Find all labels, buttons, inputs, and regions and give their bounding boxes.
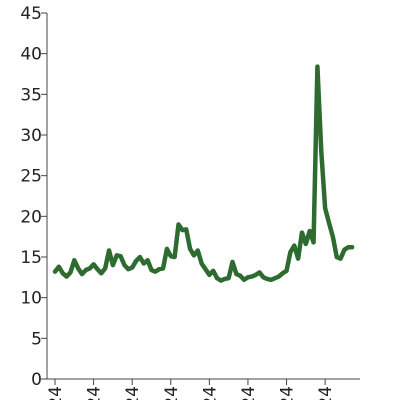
y-tick-label: 25: [20, 167, 42, 187]
x-tick-label: 24: [46, 386, 66, 400]
y-tick-label: 10: [20, 289, 42, 309]
series-line: [52, 64, 355, 283]
x-tick-label: 24: [162, 386, 182, 400]
y-tick-label: 5: [31, 329, 42, 349]
x-tick-label: 24: [200, 386, 220, 400]
x-tick-label: 24: [123, 386, 143, 400]
series-layer: [52, 64, 355, 283]
x-tick-label: 24: [316, 386, 336, 400]
x-axis-ticks: 24 24 24 24 24 24 24 24: [46, 379, 336, 400]
y-tick-label: 40: [20, 45, 42, 65]
x-tick-label: 24: [85, 386, 105, 400]
y-axis-ticks: 0 5 10 15 20 25 30 35 40 45: [20, 4, 47, 390]
y-tick-label: 35: [20, 85, 42, 105]
axes: [46, 13, 360, 380]
y-tick-label: 15: [20, 248, 42, 268]
y-tick-label: 20: [20, 207, 42, 227]
y-tick-label: 45: [20, 4, 42, 24]
y-tick-label: 0: [31, 370, 42, 390]
y-tick-label: 30: [20, 126, 42, 146]
x-tick-label: 24: [278, 386, 298, 400]
x-tick-label: 24: [239, 386, 259, 400]
